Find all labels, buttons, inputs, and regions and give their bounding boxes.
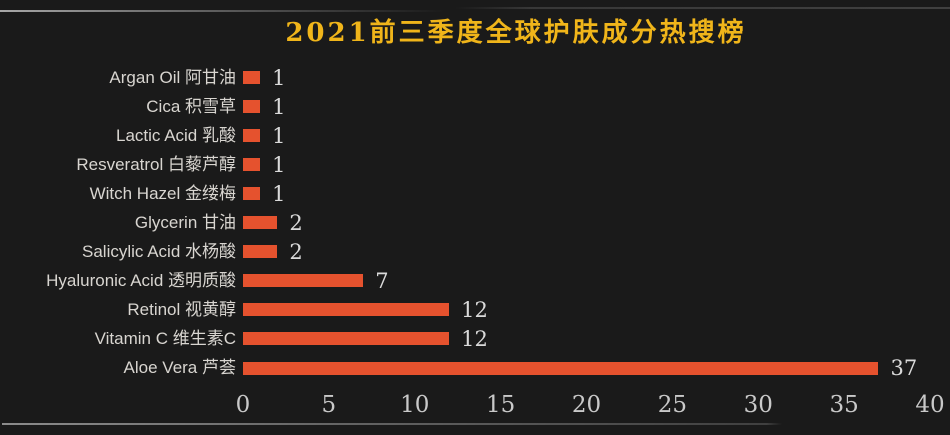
category-label: Resveratrol 白藜芦醇 [76,154,236,174]
bar [243,245,278,259]
value-label: 1 [272,65,286,90]
value-label: 12 [461,297,488,322]
bar [243,216,278,230]
x-axis-tick-label: 15 [485,392,516,418]
value-label: 12 [461,326,488,351]
category-label: Hyaluronic Acid 透明质酸 [46,270,236,290]
value-label: 1 [272,94,286,119]
bar [243,158,261,172]
category-label: Lactic Acid 乳酸 [116,125,236,145]
bar [243,129,261,143]
category-label: Salicylic Acid 水杨酸 [82,241,236,261]
value-label: 1 [272,123,286,148]
category-label: Argan Oil 阿甘油 [109,67,236,87]
x-axis-tick-label: 10 [400,392,430,418]
value-label: 7 [375,268,389,293]
value-label: 2 [289,210,303,235]
value-label: 1 [272,181,286,206]
category-label: Retinol 视黄醇 [127,299,236,319]
x-axis-tick-label: 5 [321,392,337,418]
bar [243,187,261,201]
bar [243,100,261,114]
category-label: Glycerin 甘油 [134,212,236,232]
bar [243,71,261,84]
value-label: 2 [289,239,303,264]
category-label: Aloe Vera 芦荟 [123,358,236,377]
x-axis-tick-label: 40 [915,392,945,418]
chart-title: 2021前三季度全球护肤成分热搜榜 [285,18,747,48]
bar [243,361,879,375]
x-axis-tick-label: 20 [571,392,602,418]
value-label: 1 [272,152,286,177]
category-label: Cica 积雪草 [146,96,236,116]
bar [243,332,450,346]
bar [243,303,450,317]
value-label: 37 [890,356,918,380]
x-axis-tick-label: 35 [829,392,859,418]
x-axis-tick-label: 30 [743,392,773,418]
x-axis-tick-label: 25 [657,392,688,418]
bar [243,274,364,288]
x-axis-tick-label: 0 [235,392,251,418]
category-label: Vitamin C 维生素C [94,328,236,348]
category-label: Witch Hazel 金缕梅 [89,183,236,203]
